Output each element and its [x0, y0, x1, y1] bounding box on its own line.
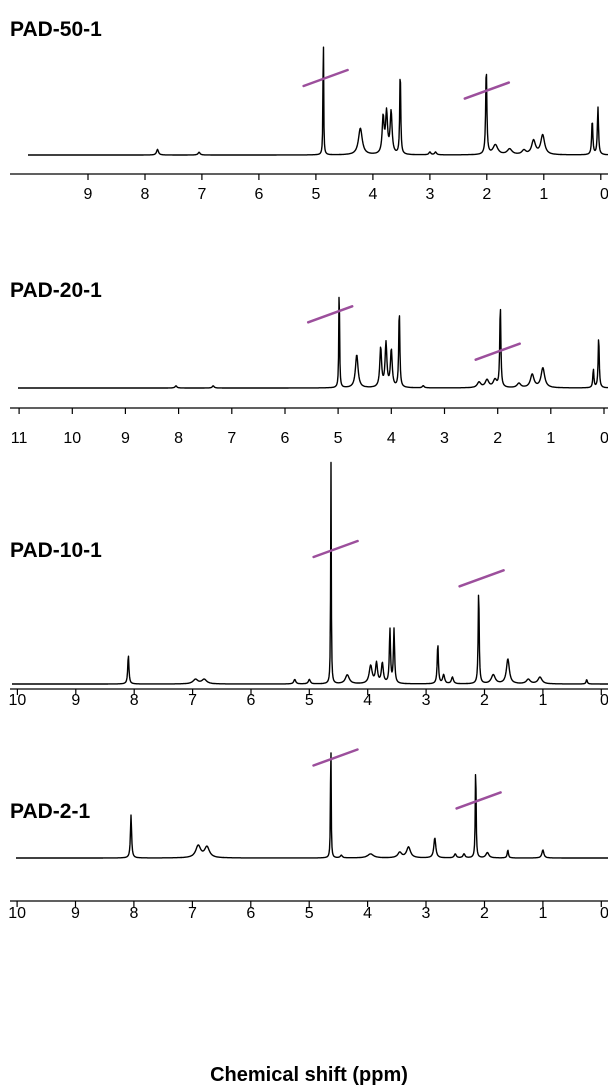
- x-tick-label: 3: [440, 430, 449, 447]
- x-tick-label: 7: [188, 905, 197, 922]
- x-tick-label: 1: [538, 905, 547, 922]
- spectrum-trace: [17, 296, 608, 389]
- integral-mark: [306, 305, 354, 324]
- x-tick-label: 10: [8, 905, 26, 922]
- x-tick-label: 11: [11, 430, 28, 447]
- spectrum-panel: PAD-20-111 10 9 8 7 6 5 4 3 2 1 0: [10, 279, 608, 447]
- x-tick-label: 5: [334, 430, 343, 447]
- x-tick-label: 4: [363, 692, 372, 709]
- x-tick-label: 2: [480, 905, 489, 922]
- integral-mark: [455, 791, 502, 810]
- x-axis-title: Chemical shift (ppm): [210, 1064, 408, 1086]
- panel-title: PAD-10-1: [10, 539, 102, 562]
- x-tick-label: 8: [174, 430, 183, 447]
- x-tick-label: 8: [129, 905, 138, 922]
- x-tick-label: 7: [197, 186, 206, 203]
- integral-mark: [312, 748, 359, 767]
- x-tick-label: 3: [422, 692, 431, 709]
- spectrum-trace: [15, 752, 608, 859]
- spectrum-panel: PAD-10-110 9 8 7 6 5 4 3 2 1 0: [9, 461, 608, 709]
- panel-title: PAD-50-1: [10, 18, 102, 41]
- x-tick-label: 3: [425, 186, 434, 203]
- x-tick-label: 2: [482, 186, 491, 203]
- x-tick-label: 6: [254, 186, 263, 203]
- x-tick-label: 2: [480, 692, 489, 709]
- x-tick-label: 8: [130, 692, 139, 709]
- x-tick-label: 2: [493, 430, 502, 447]
- x-tick-label: 5: [311, 186, 320, 203]
- x-tick-label: 9: [121, 430, 130, 447]
- x-tick-label: 9: [84, 186, 93, 203]
- x-tick-label: 0: [600, 692, 608, 709]
- x-tick-label: 6: [246, 905, 255, 922]
- x-tick-label: 0: [600, 430, 608, 447]
- x-tick-label: 4: [363, 905, 372, 922]
- spectrum-panel: PAD-50-1 9 8 7 6 5 4 3 2 1 0: [10, 18, 608, 203]
- panel-title: PAD-20-1: [10, 279, 102, 302]
- x-tick-label: 8: [141, 186, 150, 203]
- x-tick-label: 5: [305, 692, 314, 709]
- x-tick-label: 7: [227, 430, 236, 447]
- integral-mark: [458, 569, 505, 588]
- spectrum-trace: [27, 46, 608, 156]
- x-tick-label: 0: [600, 186, 608, 203]
- integral-mark: [463, 81, 511, 100]
- x-tick-label: 1: [539, 186, 548, 203]
- x-tick-label: 6: [281, 430, 290, 447]
- panel-title: PAD-2-1: [10, 800, 90, 823]
- x-tick-label: 5: [305, 905, 314, 922]
- x-tick-label: 7: [188, 692, 197, 709]
- x-tick-label: 10: [63, 430, 81, 447]
- x-tick-label: 1: [546, 430, 555, 447]
- integral-mark: [474, 342, 521, 361]
- integral-mark: [302, 68, 349, 88]
- x-tick-label: 3: [422, 905, 431, 922]
- x-tick-label: 4: [387, 430, 396, 447]
- x-tick-label: 1: [538, 692, 547, 709]
- integral-mark: [312, 539, 359, 559]
- x-tick-label: 0: [600, 905, 608, 922]
- x-tick-label: 10: [9, 692, 27, 709]
- x-tick-label: 9: [71, 905, 80, 922]
- x-tick-label: 9: [71, 692, 80, 709]
- x-tick-label: 6: [247, 692, 256, 709]
- x-tick-label: 4: [368, 186, 377, 203]
- spectrum-trace: [11, 461, 608, 685]
